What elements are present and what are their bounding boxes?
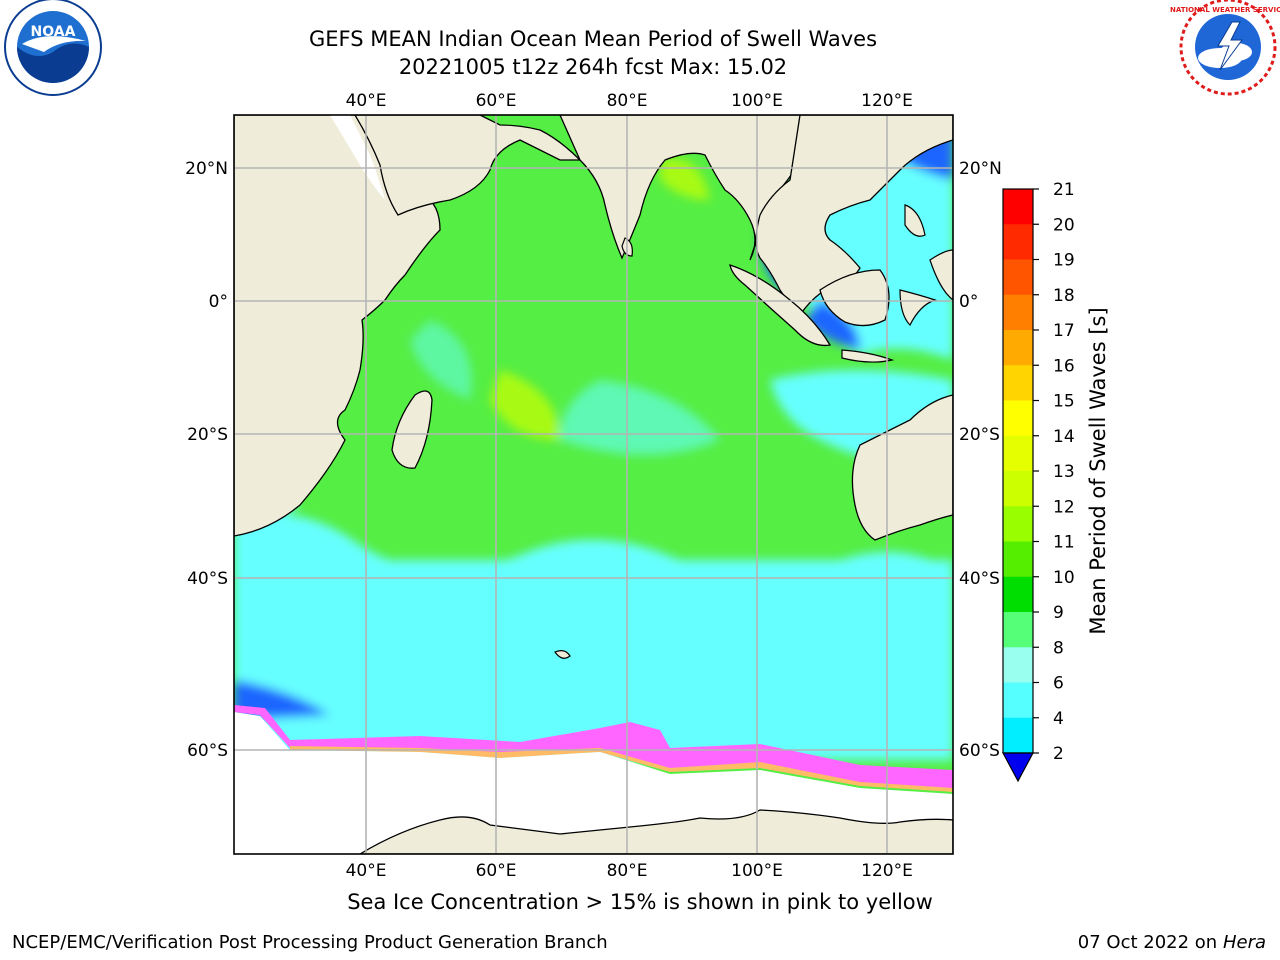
colorbar-segment [1003,259,1033,296]
colorbar-tick-label: 18 [1053,286,1075,306]
footer-date-text: 07 Oct 2022 on [1077,932,1223,953]
colorbar-segment [1003,717,1033,754]
colorbar-segment [1003,435,1033,472]
lon-tick-top: 100°E [731,91,783,111]
colorbar-segment [1003,541,1033,578]
colorbar-tick-label: 19 [1053,251,1075,271]
sea-ice-caption: Sea Ice Concentration > 15% is shown in … [347,890,933,914]
colorbar-tick-label: 2 [1053,744,1064,764]
colorbar-tick-label: 16 [1053,356,1075,376]
nws-logo: NATIONAL WEATHER SERVICE [1170,0,1280,96]
colorbar-segment [1003,576,1033,613]
noaa-logo: NOAA [4,0,102,96]
lon-tick-bottom: 60°E [476,861,517,881]
colorbar-segment [1003,400,1033,437]
colorbar-tick-label: 20 [1053,215,1075,235]
lon-tick-bottom: 80°E [607,861,648,881]
lat-tick-left: 20°N [185,159,228,179]
lon-tick-top: 80°E [607,91,648,111]
colorbar-segment [1003,682,1033,719]
colorbar-tick-label: 12 [1053,497,1075,517]
colorbar-tick-label: 6 [1053,674,1064,694]
colorbar-segment [1003,506,1033,542]
noaa-logo-text: NOAA [31,24,76,40]
colorbar-segment [1003,224,1033,260]
colorbar-tick-label: 8 [1053,638,1064,658]
colorbar-tick-label: 10 [1053,568,1075,588]
colorbar-label: Mean Period of Swell Waves [s] [1086,307,1110,634]
colorbar-segment [1003,189,1033,225]
colorbar-tick-label: 11 [1053,533,1075,553]
nws-logo-text: NATIONAL WEATHER SERVICE [1170,6,1280,14]
lon-tick-bottom: 40°E [346,861,387,881]
colorbar: 21 20 19 18 17 16 15 14 13 12 11 10 9 8 6 4 2 Mean Perio… [1001,180,1110,783]
colorbar-segments [1003,189,1033,754]
footer-credit: NCEP/EMC/Verification Post Processing Pr… [12,932,608,953]
lat-tick-right: 20°S [959,425,1000,445]
colorbar-tick-label: 17 [1053,321,1075,341]
map-frame [233,114,954,855]
colorbar-tick-label: 15 [1053,392,1075,412]
lon-tick-bottom: 100°E [731,861,783,881]
colorbar-segment [1003,612,1033,648]
graticule [234,115,953,854]
lat-tick-right: 40°S [959,569,1000,589]
colorbar-tick-label: 4 [1053,709,1064,729]
colorbar-segment [1003,647,1033,683]
lat-tick-right: 0° [959,292,978,312]
colorbar-ticks: 21 20 19 18 17 16 15 14 13 12 11 10 9 8 6 4 2 [1033,180,1075,764]
lat-tick-left: 60°S [187,741,228,761]
lon-tick-top: 60°E [476,91,517,111]
colorbar-segment [1003,471,1033,507]
colorbar-tick-label: 14 [1053,427,1075,447]
colorbar-tick-label: 13 [1053,462,1075,482]
map-subtitle: 20221005 t12z 264h fcst Max: 15.02 [398,55,788,79]
lat-tick-right: 20°N [959,159,1002,179]
map-panel [234,115,953,854]
colorbar-segment [1003,294,1033,331]
lat-tick-right: 60°S [959,741,1000,761]
colorbar-segment [1003,365,1033,401]
colorbar-extend-arrow [1001,752,1035,783]
footer-date: 07 Oct 2022 on Hera [1078,932,1266,953]
colorbar-tick-label: 9 [1053,603,1064,623]
lon-tick-top: 40°E [346,91,387,111]
colorbar-segment [1003,330,1033,366]
map-title: GEFS MEAN Indian Ocean Mean Period of Sw… [308,27,878,51]
lon-tick-bottom: 120°E [861,861,913,881]
lon-tick-top: 120°E [861,91,913,111]
footer-machine: Hera [1222,932,1266,953]
colorbar-tick-label: 21 [1053,180,1075,200]
lat-tick-left: 20°S [187,425,228,445]
lat-tick-left: 40°S [187,569,228,589]
lat-tick-left: 0° [209,292,228,312]
